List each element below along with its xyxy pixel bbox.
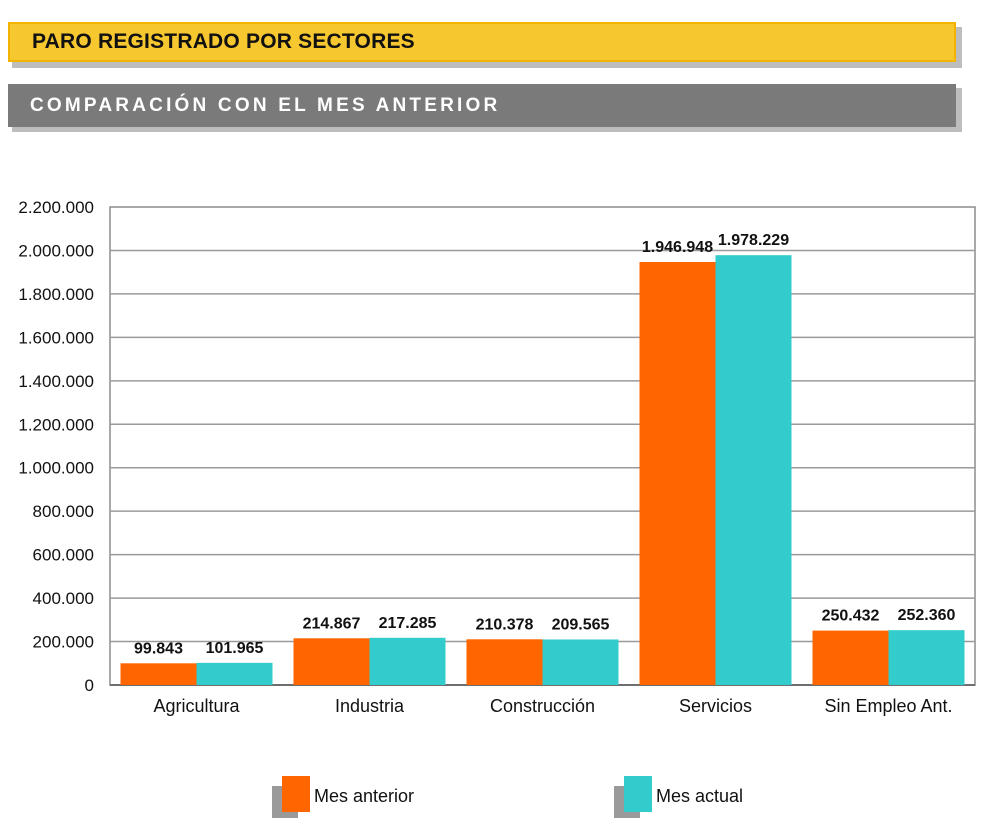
legend-item-mes-anterior: Mes anterior: [272, 776, 415, 818]
bar: [196, 662, 273, 685]
y-tick-label: 200.000: [33, 633, 94, 652]
data-label: 252.360: [898, 607, 956, 624]
bar: [466, 639, 543, 685]
data-label: 1.946.948: [642, 239, 713, 256]
y-tick-label: 0: [85, 676, 94, 695]
bar: [542, 639, 619, 685]
data-label: 217.285: [379, 615, 437, 632]
y-tick-label: 1.200.000: [18, 415, 94, 434]
x-tick-label: Servicios: [679, 696, 752, 716]
bar: [369, 637, 446, 685]
data-label: 1.978.229: [718, 232, 789, 249]
bar-chart: 0 200.000 400.000 600.000 800.000 1.000.000 1.…: [18, 198, 976, 716]
y-tick-label: 1.400.000: [18, 372, 94, 391]
bar: [812, 630, 889, 685]
x-tick-label: Industria: [335, 696, 405, 716]
y-tick-label: 2.000.000: [18, 241, 94, 260]
page-title: PARO REGISTRADO POR SECTORES: [8, 22, 956, 62]
y-tick-label: 2.200.000: [18, 198, 94, 217]
y-tick-label: 400.000: [33, 589, 94, 608]
data-label: 209.565: [552, 616, 610, 633]
legend-swatch-mes-anterior: [272, 776, 310, 818]
legend-item-mes-actual: Mes actual: [614, 776, 744, 818]
y-tick-label: 1.800.000: [18, 285, 94, 304]
bar: [639, 261, 716, 685]
bar: [715, 255, 792, 685]
bar: [293, 638, 370, 685]
page-subtitle: COMPARACIÓN CON EL MES ANTERIOR: [8, 84, 956, 127]
x-tick-label: Construcción: [490, 696, 595, 716]
y-tick-label: 800.000: [33, 502, 94, 521]
data-label: 101.965: [206, 640, 264, 657]
bar: [120, 663, 197, 685]
data-label: 99.843: [134, 640, 183, 657]
y-tick-label: 1.600.000: [18, 328, 94, 347]
bar: [888, 630, 965, 685]
data-label: 250.432: [822, 608, 880, 625]
y-tick-label: 600.000: [33, 546, 94, 565]
legend-label-mes-actual: Mes actual: [656, 785, 744, 806]
x-tick-label: Agricultura: [153, 696, 240, 716]
plot-area: [109, 206, 976, 686]
y-tick-label: 1.000.000: [18, 459, 94, 478]
legend-swatch-mes-actual: [614, 776, 652, 818]
data-label: 210.378: [476, 616, 534, 633]
legend-label-mes-anterior: Mes anterior: [314, 785, 415, 806]
data-label: 214.867: [303, 615, 361, 632]
x-tick-label: Sin Empleo Ant.: [824, 696, 952, 716]
